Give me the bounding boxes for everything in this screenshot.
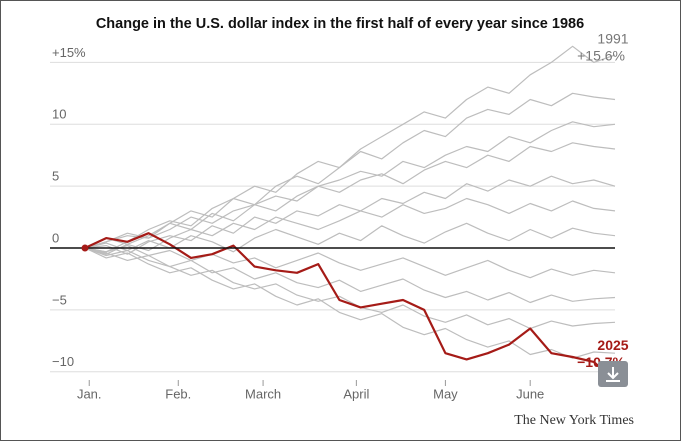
value-label: +15.6% [577,48,625,64]
y-tick-label: 0 [52,230,59,245]
x-tick-label: May [433,386,458,401]
y-tick-label: −10 [52,354,74,369]
source: The New York Times [514,413,634,428]
series-line [84,45,616,249]
series-name: 1991 [597,31,628,47]
series-line [84,247,616,330]
x-tick-label: April [343,386,369,401]
series-line [84,121,616,249]
series-line [84,245,616,279]
x-tick-label: March [245,386,281,401]
chart-title: Change in the U.S. dollar index in the f… [96,16,584,32]
series-line [84,142,616,249]
start-dot [81,244,89,252]
series-line [84,247,616,304]
x-tick-label: Feb. [165,386,191,401]
series-line [84,247,616,359]
download-button[interactable] [598,361,628,387]
y-tick-label: +15% [52,45,86,60]
series-line [84,197,616,255]
series-line [84,232,616,382]
y-tick-label: 5 [52,169,59,184]
y-tick-label: −5 [52,292,67,307]
x-tick-label: June [516,386,544,401]
y-tick-label: 10 [52,107,66,122]
series-name: 2025 [597,337,628,353]
x-tick-label: Jan. [77,386,102,401]
